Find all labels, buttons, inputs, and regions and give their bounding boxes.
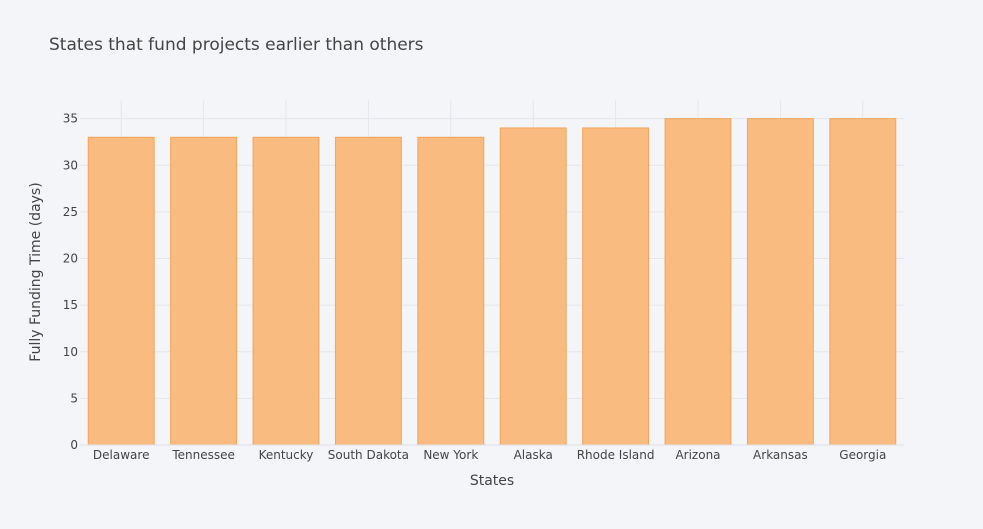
y-tick-label: 35 <box>63 112 78 126</box>
bar[interactable] <box>334 136 402 446</box>
y-tick-label: 30 <box>63 158 78 172</box>
bar[interactable] <box>252 136 320 446</box>
bar[interactable] <box>829 118 897 446</box>
x-axis-title: States <box>470 473 514 489</box>
y-tick-label: 5 <box>70 391 78 405</box>
y-tick-label: 20 <box>63 252 78 266</box>
bar[interactable] <box>87 136 155 446</box>
x-tick-label: Delaware <box>93 448 150 462</box>
y-tick-label: 25 <box>63 205 78 219</box>
bar[interactable] <box>499 127 567 446</box>
x-tick-label: New York <box>423 448 478 462</box>
chart-title: States that fund projects earlier than o… <box>49 35 424 55</box>
bar[interactable] <box>746 118 814 446</box>
x-tick-label: Georgia <box>839 448 886 462</box>
x-tick-label: Rhode Island <box>577 448 655 462</box>
x-tick-label: Arizona <box>675 448 720 462</box>
x-tick-label: Arkansas <box>753 448 808 462</box>
bar[interactable] <box>664 118 732 446</box>
y-axis-title: Fully Funding Time (days) <box>28 182 44 361</box>
x-tick-label: Tennessee <box>171 448 235 462</box>
y-tick-label: 10 <box>63 345 78 359</box>
x-tick-label: Kentucky <box>259 448 314 462</box>
x-tick-label: Alaska <box>514 448 553 462</box>
bar[interactable] <box>582 127 650 446</box>
axes: 0 5 10 15 20 25 30 35 Delaware Tennessee Kentucky S… <box>63 112 904 462</box>
bar[interactable] <box>417 136 485 446</box>
y-tick-label: 0 <box>70 438 78 452</box>
x-tick-label: South Dakota <box>328 448 409 462</box>
bar[interactable] <box>170 136 238 446</box>
y-tick-label: 15 <box>63 298 78 312</box>
bars <box>87 118 897 446</box>
